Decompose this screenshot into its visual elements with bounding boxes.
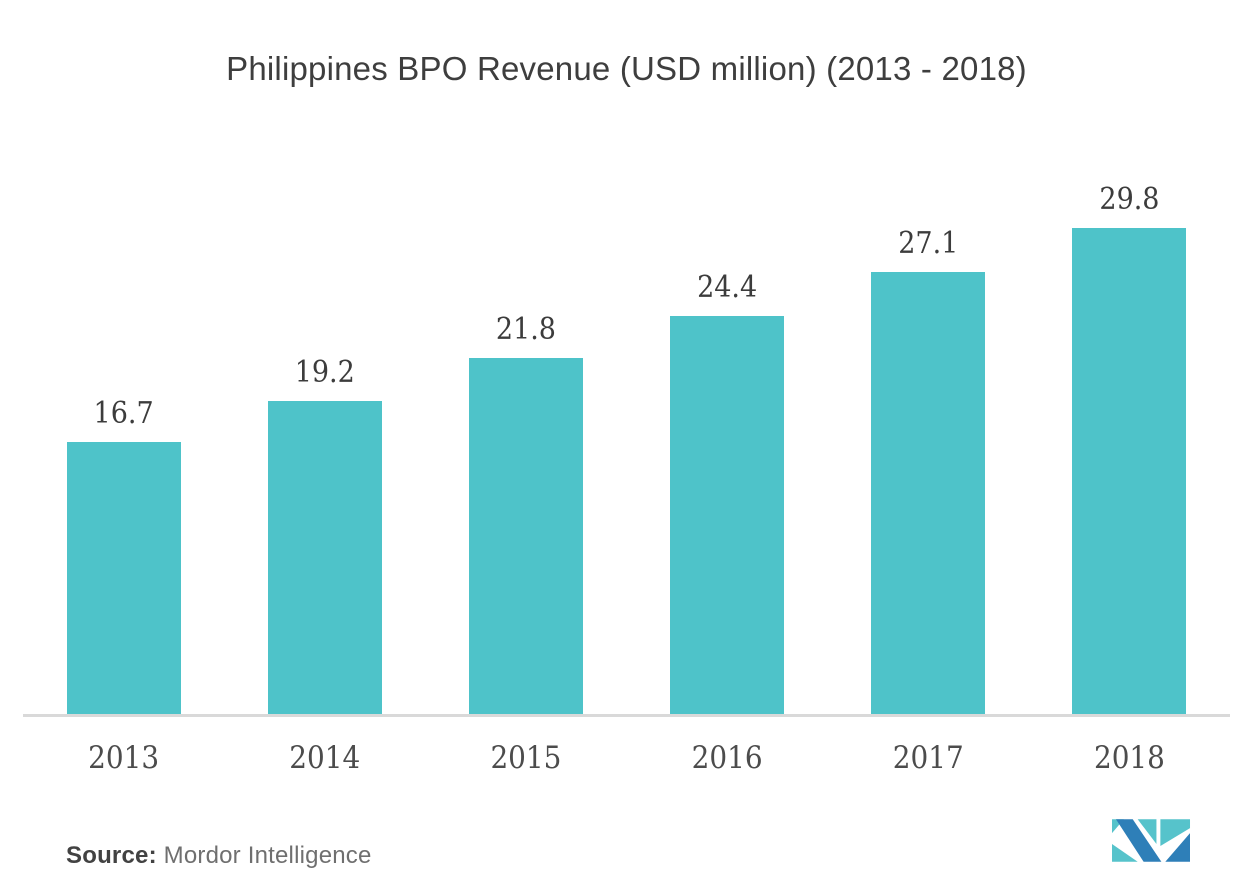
bar xyxy=(1072,228,1187,714)
logo-blue-right-bottom xyxy=(1165,833,1191,862)
bar xyxy=(267,401,382,714)
x-axis-label: 2016 xyxy=(691,740,763,776)
logo-teal-bottom-left xyxy=(1112,843,1138,862)
bar-group: 27.1 xyxy=(828,127,1029,714)
plot-area: 16.7 19.2 21.8 24.4 27.1 29.8 xyxy=(23,127,1230,717)
bar xyxy=(66,442,181,714)
x-axis-labels: 2013 2014 2015 2016 2017 2018 xyxy=(23,743,1230,774)
mordor-intelligence-logo xyxy=(1112,819,1191,862)
logo-teal-middle-triangle xyxy=(1137,819,1157,844)
bar-group: 16.7 xyxy=(23,127,224,714)
bar xyxy=(670,316,785,714)
bar xyxy=(871,272,986,714)
bar-value-label: 24.4 xyxy=(697,270,758,305)
source-label: Source: xyxy=(66,842,157,869)
source-name: Mordor Intelligence xyxy=(163,842,372,869)
bar-value-label: 29.8 xyxy=(1099,182,1160,217)
x-axis-label: 2017 xyxy=(892,740,964,776)
logo-teal-right-top xyxy=(1160,819,1191,846)
logo-blue-left-diagonal xyxy=(1115,819,1162,862)
bar-value-label: 27.1 xyxy=(898,226,959,261)
x-axis-label: 2015 xyxy=(490,740,562,776)
bar-group: 19.2 xyxy=(224,127,425,714)
bar-value-label: 16.7 xyxy=(93,396,154,431)
bar-group: 21.8 xyxy=(425,127,626,714)
source-attribution: Source: Mordor Intelligence xyxy=(66,842,372,870)
bar-value-label: 19.2 xyxy=(294,355,355,390)
bar xyxy=(468,358,583,714)
x-axis-label: 2013 xyxy=(88,740,160,776)
x-axis-label: 2018 xyxy=(1093,740,1165,776)
bar-group: 24.4 xyxy=(627,127,828,714)
bar-value-label: 21.8 xyxy=(495,312,556,347)
chart-title: Philippines BPO Revenue (USD million) (2… xyxy=(226,50,1027,87)
bar-group: 29.8 xyxy=(1029,127,1230,714)
x-axis-label: 2014 xyxy=(289,740,361,776)
